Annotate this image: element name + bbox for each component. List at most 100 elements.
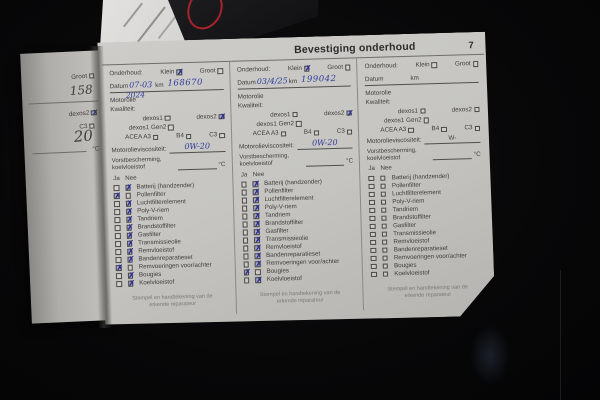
ja-checkbox [115, 225, 121, 231]
ja-checkbox: ✗ [244, 267, 252, 277]
records-row: Onderhoud: Klein ✗ Groot Datum 07-03 km … [102, 55, 491, 318]
nee-checkbox [381, 199, 387, 205]
dexos1-gen2-label: dexos1 Gen2 [256, 119, 295, 128]
nee-checkbox [383, 271, 389, 277]
vorst-write-line [433, 152, 472, 161]
b4-option: B4 [304, 129, 319, 138]
vorstbescherming-row: Vorstbescherming, koelvloeistof °C [112, 155, 226, 172]
nee-checkbox [382, 231, 388, 237]
ja-checkbox [370, 208, 376, 214]
dexos1-gen2-label: dexos1 Gen2 [128, 123, 167, 132]
dexos1-checkbox [165, 115, 171, 121]
acea-a3-option: ACEA A3 [380, 126, 414, 135]
nee-checkbox: ✗ [127, 238, 134, 248]
groot-option: Groot [327, 64, 350, 73]
dexos1-label: dexos1 [142, 114, 163, 122]
c3-label: C3 [464, 124, 473, 132]
c3-checkbox [474, 126, 480, 132]
checklist: ✗ Batterij (handzender) ✗ Pollenfilter ✗ Luch… [112, 181, 229, 288]
nee-checkbox [127, 265, 133, 271]
ja-checkbox [242, 205, 248, 211]
klein-option: Klein ✗ [160, 68, 182, 77]
background-object-edge [560, 270, 561, 400]
nee-checkbox: ✗ [128, 270, 135, 280]
vorst-fill-area: °C [433, 146, 481, 161]
ja-checkbox [241, 181, 247, 187]
vorst-fill-area: °C [178, 155, 226, 170]
ja-checkbox [114, 209, 120, 215]
viscosity-label: Motorolieviscositeit: [111, 145, 167, 155]
datum-value [385, 83, 410, 84]
acea-a3-checkbox [281, 131, 287, 137]
checklist-item-label: Koelvloeistof [139, 278, 175, 287]
left-rule [32, 151, 87, 155]
ja-checkbox: ✗ [116, 262, 124, 273]
left-dexos2-label: dexos2 [68, 109, 90, 119]
dexos1-gen2-label: dexos1 Gen2 [383, 116, 422, 125]
dexos1-gen2-option: dexos1 Gen2 [384, 116, 429, 125]
nee-header-label: Nee [380, 164, 392, 173]
checklist-item-label: Koelvloeistof [266, 274, 302, 283]
ja-checkbox [244, 277, 250, 283]
stamp-note: Stempel en handtekening van de erkende r… [387, 283, 468, 300]
nee-checkbox [381, 215, 387, 221]
ja-checkbox [242, 197, 248, 203]
nee-checkbox: ✗ [255, 259, 263, 269]
c3-checkbox [219, 133, 225, 139]
datum-label: Datum [237, 79, 256, 87]
ja-checkbox [241, 189, 247, 195]
acea-a3-option: ACEA A3 [253, 130, 287, 139]
dexos1-option: dexos1 [142, 114, 170, 123]
dexos1-gen2-checkbox [168, 124, 174, 130]
ja-checkbox [243, 245, 249, 251]
b4-label: B4 [176, 132, 185, 140]
maintenance-page: Bevestiging onderhoud 7 Onderhoud: Klein… [97, 32, 495, 327]
nee-header-label: Nee [252, 170, 265, 178]
page-title: Bevestiging onderhoud [293, 40, 416, 57]
ja-checkbox [243, 261, 249, 267]
b4-checkbox [186, 134, 192, 140]
celsius-label: °C [473, 151, 481, 159]
stamp-note: Stempel en handtekening van de erkende r… [132, 293, 213, 309]
dexos2-option: dexos2 [452, 105, 480, 114]
ja-checkbox [115, 249, 121, 255]
nee-checkbox: ✗ [255, 251, 263, 261]
viscosity-label: Motorolieviscositeit: [366, 136, 422, 146]
ja-checkbox [114, 217, 120, 223]
left-handwritten-viscosity: 20 [73, 126, 94, 146]
nee-checkbox [255, 269, 261, 275]
ja-checkbox [242, 221, 248, 227]
b4-checkbox [314, 130, 320, 136]
nee-checkbox: ✗ [126, 206, 134, 216]
dexos1-label: dexos1 [270, 110, 291, 119]
acea-a3-option: ACEA A3 [125, 133, 159, 142]
ja-checkbox [369, 200, 375, 206]
celsius-label: °C [346, 157, 354, 165]
ja-header-label: Ja [240, 171, 248, 179]
klein-option: Klein ✗ [288, 65, 310, 74]
ja-checkbox [369, 192, 375, 198]
km-value: 199042 [300, 74, 337, 86]
klein-checkbox: ✗ [177, 67, 184, 77]
groot-checkbox [473, 61, 479, 67]
dexos2-checkbox: ✗ [219, 111, 227, 122]
groot-label: Groot [454, 60, 471, 68]
vorst-line2: koelvloeistof [111, 164, 146, 172]
ja-header-label: Ja [368, 165, 376, 173]
dexos2-option: dexos2 ✗ [324, 109, 352, 118]
km-value: 168670 [167, 77, 204, 89]
c3-label: C3 [209, 131, 218, 139]
ja-checkbox [370, 224, 376, 230]
c3-option: C3 [464, 124, 480, 133]
ja-checkbox [115, 257, 121, 263]
viscosity-value: 0W-20 [169, 141, 225, 154]
vorstbescherming-label: Vorstbescherming, koelvloeistof [239, 153, 305, 169]
page-number: 7 [468, 40, 474, 52]
left-groot-label: Groot [70, 72, 88, 82]
onderhoud-label: Onderhoud: [364, 62, 398, 71]
dexos2-label: dexos2 [323, 109, 345, 117]
viscosity-row: Motorolieviscositeit: W- [367, 134, 481, 146]
dexos1-checkbox [292, 112, 298, 118]
klein-label: Klein [415, 61, 430, 69]
background-reflection [470, 325, 510, 385]
